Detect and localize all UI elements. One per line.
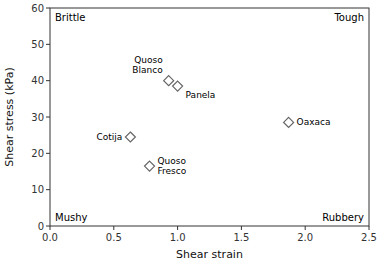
- x-axis-label: Shear strain: [176, 248, 243, 261]
- point: [284, 117, 294, 127]
- point-label-line: Oaxaca: [297, 117, 331, 127]
- y-tick-label: 40: [31, 75, 44, 86]
- x-tick-label: 1.5: [233, 232, 249, 243]
- point-label-line: Cotija: [97, 132, 123, 142]
- chart: 0.0 0.5 1.0 1.5 2.0 2.5 0 10 20 30 40 50 60 Shear str…: [0, 0, 379, 266]
- point: [125, 132, 135, 142]
- point-label-line: Quoso: [134, 55, 163, 65]
- x-tick: [305, 226, 306, 230]
- y-tick-label: 50: [31, 39, 44, 50]
- point: [173, 81, 183, 91]
- corner-label: Brittle: [55, 12, 86, 23]
- y-tick-label: 0: [38, 221, 44, 232]
- points: [125, 76, 293, 171]
- y-tick: [46, 44, 50, 45]
- x-tick-label: 2.0: [297, 232, 313, 243]
- y-tick: [46, 226, 50, 227]
- point-label-line: Panela: [186, 90, 216, 100]
- x-tick: [50, 226, 51, 230]
- point: [145, 161, 155, 171]
- point-label-line: Quoso: [158, 156, 187, 166]
- y-tick: [46, 153, 50, 154]
- x-tick-label: 0.5: [106, 232, 122, 243]
- y-tick: [46, 189, 50, 190]
- y-tick: [46, 80, 50, 81]
- point-label: Panela: [186, 90, 216, 100]
- y-axis-label: Shear stress (kPa): [3, 67, 16, 166]
- x-tick: [369, 226, 370, 230]
- point-label: QuosoFresco: [158, 156, 187, 176]
- x-tick: [241, 226, 242, 230]
- corner-label: Rubbery: [322, 212, 364, 223]
- point-label: QuosoBlanco: [132, 55, 163, 75]
- x-tick-label: 2.5: [361, 232, 377, 243]
- point: [164, 76, 174, 86]
- x-tick-label: 1.0: [170, 232, 186, 243]
- y-tick: [46, 8, 50, 9]
- x-tick: [177, 226, 178, 230]
- y-tick-label: 10: [31, 184, 44, 195]
- corner-label: Tough: [333, 12, 364, 23]
- point-label-line: Blanco: [132, 65, 163, 75]
- point-label: Cotija: [97, 132, 123, 142]
- y-tick: [46, 117, 50, 118]
- y-tick-label: 20: [31, 148, 44, 159]
- point-label: Oaxaca: [297, 117, 331, 127]
- y-tick-label: 60: [31, 3, 44, 14]
- corner-label: Mushy: [55, 212, 88, 223]
- point-label-line: Fresco: [158, 166, 187, 176]
- plot-frame: [50, 8, 369, 226]
- x-tick-label: 0.0: [42, 232, 58, 243]
- x-tick: [113, 226, 114, 230]
- y-tick-label: 30: [31, 112, 44, 123]
